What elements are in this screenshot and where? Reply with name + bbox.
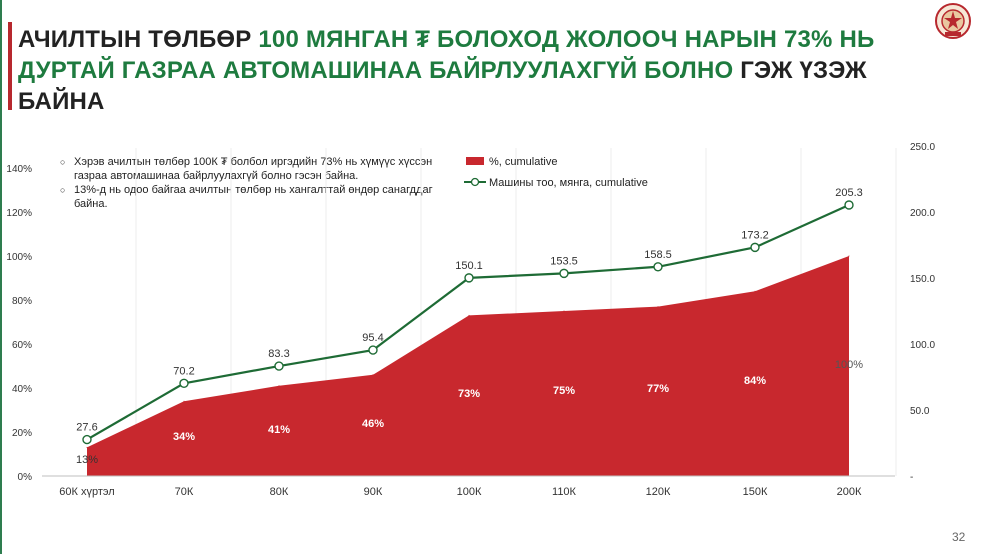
chart-notes: Хэрэв ачилтын төлбөр 100К ₮ болбол иргэд… — [60, 155, 440, 211]
y-right-tick-label: 100.0 — [910, 340, 935, 351]
line-data-label: 173.2 — [741, 229, 769, 241]
line-point-marker — [464, 273, 474, 283]
title-part-1: АЧИЛТЫН ТӨЛБӨР — [18, 26, 259, 53]
x-tick-label: 120К — [646, 486, 671, 498]
line-data-label: 150.1 — [455, 260, 483, 272]
note-item: 13%-д нь одоо байгаа ачилтын төлбөр нь х… — [60, 183, 440, 211]
line-data-label: 27.6 — [76, 422, 97, 434]
line-data-label: 158.5 — [644, 249, 672, 261]
area-point — [372, 374, 374, 376]
area-point — [468, 314, 470, 316]
x-tick-label: 80К — [270, 486, 289, 498]
line-data-label: 70.2 — [173, 365, 194, 377]
emblem-logo-icon — [935, 3, 971, 39]
line-point-marker — [844, 200, 854, 210]
note-item: Хэрэв ачилтын төлбөр 100К ₮ болбол иргэд… — [60, 155, 440, 183]
page-number: 32 — [952, 530, 966, 544]
y-left-tick-label: 20% — [12, 428, 32, 439]
y-right-tick-label: 50.0 — [910, 406, 930, 417]
area-data-label: 84% — [744, 375, 766, 387]
line-point-marker — [368, 345, 378, 355]
y-left-tick-label: 140% — [6, 164, 32, 175]
line-data-label: 153.5 — [550, 255, 578, 267]
legend-label-area: %, cumulative — [489, 156, 557, 168]
area-point — [86, 446, 88, 448]
y-right-tick-label: 150.0 — [910, 274, 935, 285]
area-data-label: 41% — [268, 424, 290, 436]
line-point-marker — [559, 268, 569, 279]
line-data-label: 83.3 — [268, 348, 289, 360]
x-tick-label: 70К — [175, 486, 194, 498]
area-data-label: 46% — [362, 418, 384, 430]
x-tick-label: 100К — [457, 486, 482, 498]
area-data-label: 13% — [76, 454, 98, 466]
line-point-marker — [179, 378, 189, 389]
y-left-tick-label: 100% — [6, 252, 32, 263]
slide-title: АЧИЛТЫН ТӨЛБӨР 100 МЯНГАН ₮ БОЛОХОД ЖОЛО… — [18, 24, 898, 117]
title-part-3: ГЭЖ ҮЗЭЖ БАЙНА — [18, 57, 867, 115]
area-data-label: 77% — [647, 383, 669, 395]
area-point — [183, 400, 185, 402]
y-left-tick-label: 80% — [12, 296, 32, 307]
title-part-2-highlight: 100 МЯНГАН ₮ БОЛОХОД ЖОЛООЧ НАРЫН 73% НЬ… — [18, 26, 875, 84]
x-tick-label: 150К — [743, 486, 768, 498]
left-edge-bar — [0, 0, 2, 554]
y-right-tick-label: 200.0 — [910, 208, 935, 219]
cumulative-percent-area — [87, 256, 849, 476]
area-data-label: 73% — [458, 388, 480, 400]
line-point-marker — [82, 434, 92, 445]
y-left-tick-label: 40% — [12, 384, 32, 395]
area-data-label: 75% — [553, 385, 575, 397]
y-left-tick-label: 120% — [6, 208, 32, 219]
line-data-label: 205.3 — [835, 187, 863, 199]
y-right-tick-label: - — [910, 472, 913, 483]
title-accent-bar — [8, 22, 12, 110]
y-right-tick-label: 250.0 — [910, 142, 935, 153]
area-point — [754, 290, 756, 292]
x-tick-label: 90К — [364, 486, 383, 498]
x-tick-label: 60К хүртэл — [59, 486, 114, 498]
legend-swatch-area — [466, 157, 484, 165]
x-tick-label: 200К — [837, 486, 862, 498]
area-point — [278, 385, 280, 387]
area-data-label: 100% — [835, 359, 863, 371]
area-point — [848, 255, 850, 257]
legend-swatch-marker — [470, 177, 480, 187]
y-left-tick-label: 0% — [18, 472, 33, 483]
line-point-marker — [274, 361, 284, 371]
legend-label-line: Машины тоо, мянга, cumulative — [489, 177, 648, 189]
area-point — [563, 310, 565, 312]
line-point-marker — [750, 242, 760, 253]
line-data-label: 95.4 — [362, 332, 383, 344]
x-tick-label: 110К — [552, 486, 577, 498]
y-left-tick-label: 60% — [12, 340, 32, 351]
area-point — [657, 306, 659, 308]
area-data-label: 34% — [173, 431, 195, 443]
line-point-marker — [653, 262, 663, 272]
